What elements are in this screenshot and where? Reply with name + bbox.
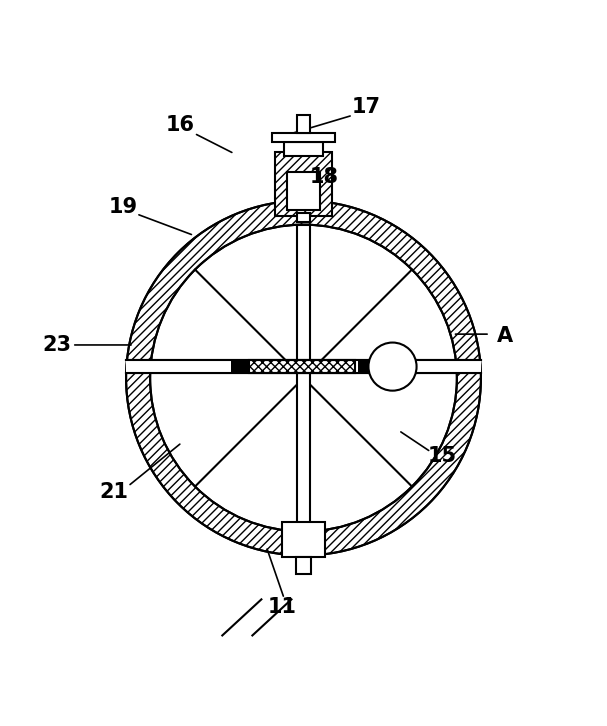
Bar — [272, 133, 335, 142]
Circle shape — [368, 343, 416, 391]
Text: A: A — [497, 326, 513, 346]
Bar — [358, 360, 376, 373]
Text: 23: 23 — [42, 335, 72, 355]
Bar — [126, 360, 481, 373]
Bar — [249, 360, 354, 373]
Bar — [284, 142, 323, 155]
Bar — [282, 522, 325, 557]
Bar — [296, 557, 311, 574]
Bar — [297, 224, 310, 531]
Text: 19: 19 — [109, 197, 138, 216]
Wedge shape — [126, 200, 481, 555]
Bar — [297, 213, 310, 221]
Text: 11: 11 — [268, 597, 297, 616]
Bar — [231, 360, 249, 373]
Text: 18: 18 — [310, 166, 339, 187]
Bar — [287, 172, 320, 210]
Text: 21: 21 — [100, 482, 129, 502]
Bar — [297, 115, 310, 133]
Text: 17: 17 — [352, 97, 381, 118]
Bar — [275, 152, 332, 216]
Text: 16: 16 — [166, 115, 195, 136]
Text: 15: 15 — [427, 446, 456, 466]
Circle shape — [150, 224, 457, 531]
